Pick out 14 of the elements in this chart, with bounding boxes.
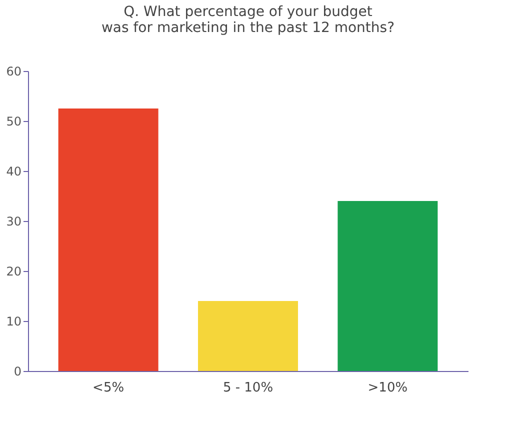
y-tick-label: 0 — [14, 364, 22, 378]
bar — [58, 108, 158, 371]
y-tick-label: 20 — [6, 264, 22, 278]
y-tick-label: 30 — [6, 214, 22, 228]
x-tick-label: <5% — [92, 380, 124, 396]
y-tick-label: 10 — [6, 314, 22, 328]
chart-title: Q. What percentage of your budget was for marketing in the past 12 months? — [101, 4, 395, 36]
y-tick-label: 40 — [6, 164, 22, 178]
x-tick-label: >10% — [368, 380, 408, 396]
x-tick-label: 5 - 10% — [222, 380, 274, 396]
y-tick-label: 60 — [6, 64, 22, 78]
bar — [338, 201, 438, 371]
y-tick-label: 50 — [6, 114, 22, 128]
bar — [198, 301, 298, 371]
